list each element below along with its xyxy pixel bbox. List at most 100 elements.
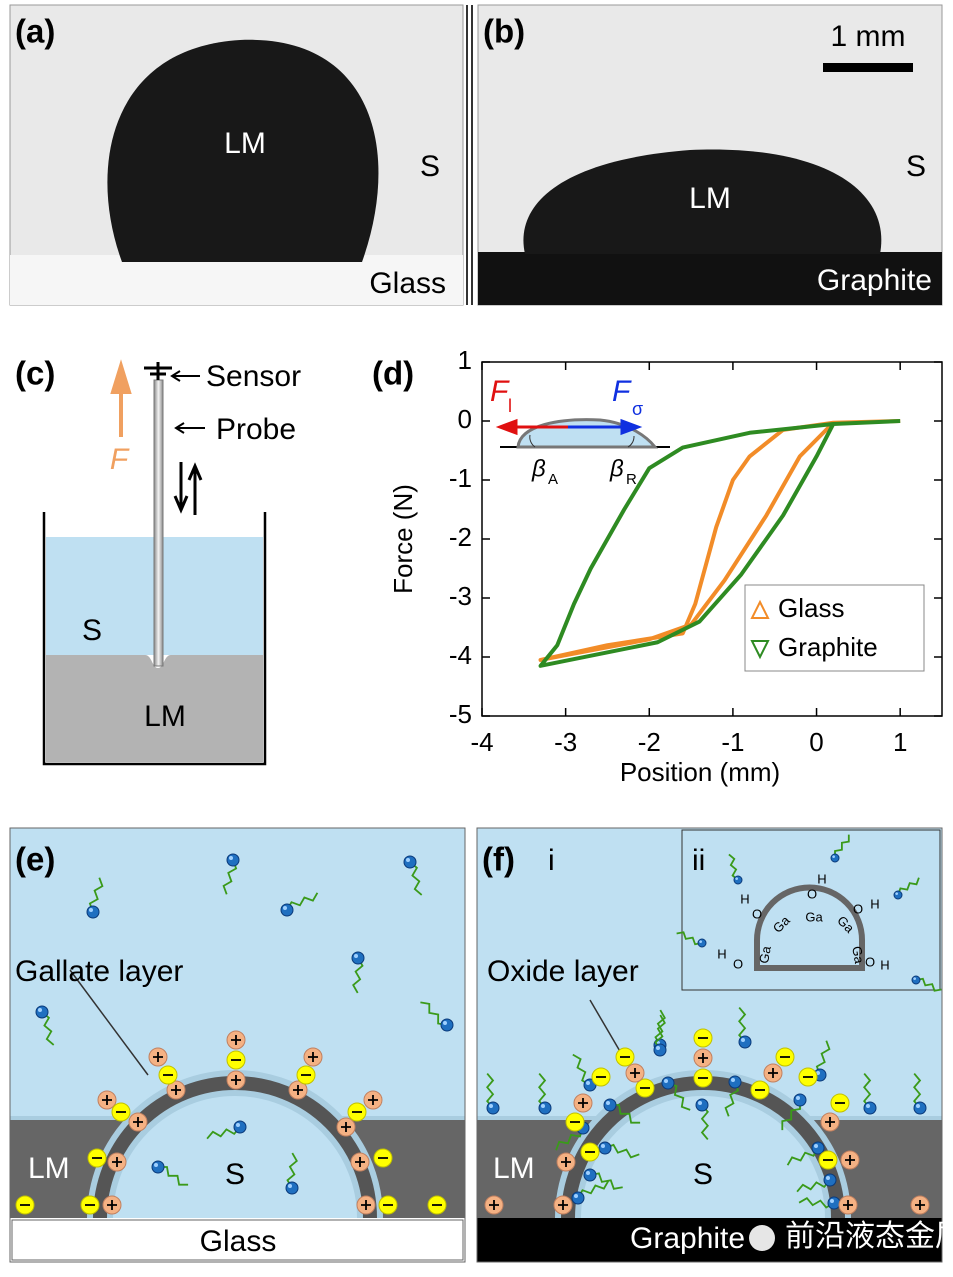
molecule-shine [814, 1144, 818, 1148]
x-axis-label: Position (mm) [620, 757, 780, 787]
atom-label: O [733, 956, 743, 971]
molecule-head [863, 1101, 877, 1115]
molecule-head [913, 1101, 927, 1115]
charge-sign [361, 1200, 371, 1210]
inset-label: σ [632, 399, 643, 419]
y-tick-label: 0 [458, 404, 472, 434]
inset-force-l [495, 418, 568, 436]
molecule-shine [443, 1021, 447, 1025]
molecule-tail [577, 1180, 610, 1199]
beaker [42, 512, 267, 766]
glass [11, 1219, 464, 1261]
y-axis-label: Force (N) [388, 484, 418, 594]
atom-label: H [880, 957, 889, 972]
molecule-head [35, 1005, 49, 1019]
molecule-tail [781, 1100, 801, 1131]
charge-sign [558, 1200, 568, 1210]
molecule-shine [288, 1184, 292, 1188]
panel-label: (b) [483, 13, 525, 50]
force-arrow [110, 359, 132, 437]
atom-label: Ga [756, 944, 774, 964]
text-label: (f) [482, 841, 515, 878]
molecule-tail [572, 1053, 591, 1086]
charge-sign [171, 1085, 181, 1095]
molecule-head [151, 1160, 165, 1174]
charge-sign [355, 1157, 365, 1167]
atom-label: Ga [805, 909, 823, 924]
molecule-head [226, 853, 240, 867]
charge-sign [768, 1068, 778, 1078]
legend-marker [750, 599, 770, 619]
legend-label: Graphite [778, 632, 878, 662]
molecule-shine [38, 1008, 42, 1012]
charge-sign [102, 1095, 112, 1105]
data-line [538, 419, 901, 662]
molecule-shine [656, 1046, 660, 1050]
frame [476, 827, 943, 1263]
molecule-head [285, 1181, 299, 1195]
charge-sign [825, 1117, 835, 1127]
probe-label: Probe [216, 413, 296, 446]
x-tick-label: -2 [638, 727, 661, 757]
molecule-shine [236, 1123, 240, 1127]
charge-sign [915, 1200, 925, 1210]
metal-label: LM [144, 700, 186, 733]
molecule-tail [222, 859, 238, 895]
panel-label: (d) [372, 355, 414, 392]
atom-label: O [752, 906, 762, 921]
molecule-head [911, 975, 921, 985]
molecule-tail [738, 1007, 747, 1043]
molecule-shine [916, 1104, 920, 1108]
text-label: ii [692, 844, 705, 877]
inset-force-s [568, 418, 643, 436]
charge-sign [231, 1075, 241, 1085]
atom-label: O [865, 954, 875, 969]
molecule-shine [586, 1081, 590, 1085]
molecule-tail [286, 1152, 298, 1189]
y-tick-label: -3 [449, 581, 472, 611]
molecule-tail [286, 892, 319, 911]
molecule-shine [698, 1101, 702, 1105]
molecule-shine [832, 855, 836, 859]
molecule-tail [798, 1197, 835, 1209]
molecule-tail [604, 1143, 640, 1159]
scale-bar [823, 63, 913, 72]
molecule-tail [555, 1127, 584, 1151]
panel-label: (c) [15, 355, 55, 392]
molecule-shine [895, 892, 899, 896]
legend-label: Glass [778, 593, 844, 623]
molecule-tail [409, 861, 423, 896]
molecule-head [733, 875, 743, 885]
molecule-tail [352, 957, 364, 994]
molecule-tail [863, 1073, 872, 1109]
drop [107, 39, 379, 262]
charge-sign [308, 1052, 318, 1062]
atom-label: H [717, 946, 726, 961]
panel-e: (e) Gallate layer LM S Glass [9, 827, 466, 1263]
inset-label: β [609, 455, 624, 482]
charge-sign [133, 1117, 143, 1127]
text-label: Oxide layer [487, 955, 639, 988]
molecule-shine [826, 1176, 830, 1180]
molecule-tail [206, 1126, 241, 1140]
molecule-shine [606, 1101, 610, 1105]
data-line [538, 419, 901, 668]
molecule-head [661, 1076, 675, 1090]
inset-label: F [612, 375, 632, 408]
molecule-shine [796, 1096, 800, 1100]
atom-label: O [853, 901, 863, 916]
substrate-label: Graphite [817, 264, 932, 297]
medium-label: S [906, 150, 926, 183]
text-label: (e) [15, 841, 55, 878]
charge-sign [561, 1157, 571, 1167]
inset [681, 829, 941, 991]
x-tick-label: -4 [470, 727, 493, 757]
frame [9, 827, 466, 1263]
molecule-shine [664, 1079, 668, 1083]
oxide-arch [754, 884, 865, 971]
molecule-shine [699, 940, 703, 944]
molecule-head [538, 1101, 552, 1115]
molecule-shine [913, 977, 917, 981]
charge-sign [698, 1053, 708, 1063]
inset-label: β [531, 455, 546, 482]
